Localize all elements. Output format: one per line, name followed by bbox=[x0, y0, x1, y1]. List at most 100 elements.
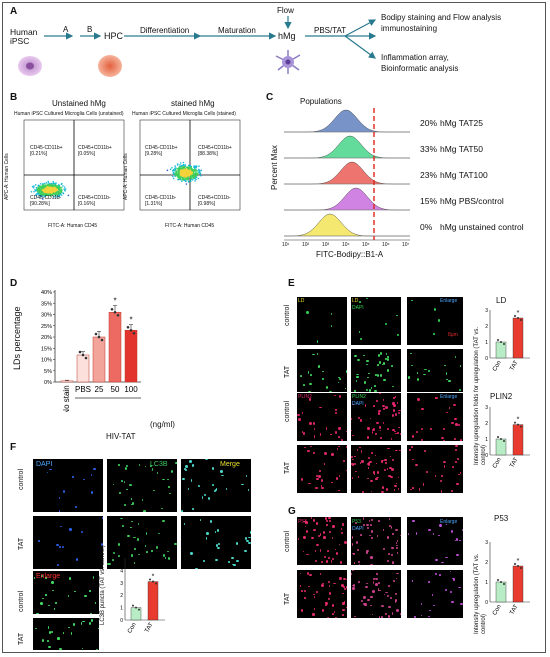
histogram-ylabel: Percent Max bbox=[270, 145, 279, 190]
fluorescent-spot bbox=[383, 529, 385, 531]
flow-event-dot bbox=[49, 193, 52, 195]
flow-event-dot bbox=[184, 178, 187, 180]
fluorescent-spot bbox=[441, 562, 444, 564]
fluorescent-spot bbox=[126, 465, 128, 468]
fluorescent-spot bbox=[310, 446, 313, 448]
flow-event-dot bbox=[180, 176, 183, 178]
fluorescent-spot bbox=[310, 374, 312, 376]
fluorescent-spot bbox=[381, 605, 384, 607]
left-q1: CD45-CD11b+ [0.21%] bbox=[30, 145, 63, 157]
fluorescent-spot bbox=[357, 359, 360, 362]
fluorescent-spot bbox=[152, 468, 154, 471]
flow-event-dot bbox=[58, 191, 61, 194]
ld-point bbox=[110, 307, 114, 311]
flow-event-dot bbox=[195, 171, 197, 174]
fluorescent-spot bbox=[248, 537, 251, 539]
fluorescent-spot bbox=[326, 427, 328, 430]
fluorescent-spot bbox=[389, 467, 392, 470]
fluorescent-spot bbox=[366, 389, 369, 391]
fluorescent-spot bbox=[370, 480, 373, 483]
fluorescent-spot bbox=[388, 475, 391, 477]
flow-event-dot bbox=[46, 187, 49, 189]
fluorescent-spot bbox=[381, 491, 384, 493]
fluorescent-spot bbox=[343, 460, 345, 463]
fluorescent-spot bbox=[321, 584, 324, 587]
ld-bar-1 bbox=[76, 354, 90, 383]
fluorescent-spot bbox=[367, 436, 369, 439]
fluorescent-spot bbox=[168, 557, 171, 560]
fluorescent-spot bbox=[401, 594, 402, 596]
flow-event-dot bbox=[51, 194, 53, 196]
fluorescent-spot bbox=[69, 528, 72, 531]
population-pct-0: 20% bbox=[420, 118, 438, 128]
fluorescent-spot bbox=[312, 613, 315, 616]
fluorescent-spot bbox=[388, 585, 390, 588]
fluorescent-spot bbox=[366, 583, 369, 585]
fluorescent-spot bbox=[363, 596, 366, 599]
fluorescent-spot bbox=[56, 544, 59, 547]
fluorescent-spot bbox=[375, 578, 378, 580]
flow-event-dot bbox=[198, 165, 200, 167]
flow-event-dot bbox=[57, 193, 60, 196]
fluorescent-spot bbox=[385, 323, 388, 326]
flow-event-dot bbox=[33, 185, 35, 187]
flow-event-dot bbox=[44, 182, 46, 185]
g-p53-label-2: P53 bbox=[352, 519, 361, 525]
g-tile-0-a bbox=[296, 516, 348, 566]
fluorescent-spot bbox=[306, 554, 309, 556]
f-ytick: 3 bbox=[120, 581, 123, 587]
fluorescent-spot bbox=[156, 546, 158, 549]
fluorescent-spot bbox=[408, 533, 410, 536]
flow-event-dot bbox=[172, 177, 175, 180]
fluorescent-spot bbox=[59, 497, 61, 499]
g-tile-1-b bbox=[350, 569, 402, 619]
fluorescent-spot bbox=[342, 602, 345, 605]
fluorescent-spot bbox=[134, 548, 136, 550]
fluorescent-spot bbox=[338, 382, 340, 384]
fluorescent-spot bbox=[331, 313, 332, 316]
step-b-label: B bbox=[87, 25, 93, 34]
outcome1b-label: immunostaining bbox=[381, 24, 438, 33]
ld-ytick: 25% bbox=[41, 324, 52, 330]
fluorescent-spot bbox=[181, 510, 183, 512]
flow-event-dot bbox=[43, 185, 45, 187]
flow-event-dot bbox=[189, 169, 192, 171]
fluorescent-spot bbox=[346, 431, 347, 433]
fluorescent-spot bbox=[145, 466, 147, 468]
e-chart-ylabel: Intensity upregulation folds for upregul… bbox=[474, 326, 487, 465]
flow-event-dot bbox=[183, 175, 185, 178]
fluorescent-spot bbox=[126, 489, 128, 491]
fluorescent-spot bbox=[435, 573, 437, 575]
fluorescent-spot bbox=[341, 528, 343, 531]
fluorescent-spot bbox=[318, 365, 320, 368]
dotplot-xlabel-left: FITC-A: Human CD45 bbox=[48, 223, 98, 229]
fluorescent-spot bbox=[334, 395, 337, 397]
fluorescent-spot bbox=[389, 475, 392, 477]
fluorescent-spot bbox=[320, 573, 322, 576]
fluorescent-spot bbox=[397, 402, 399, 404]
fluorescent-spot bbox=[421, 615, 423, 617]
fluorescent-spot bbox=[354, 562, 356, 564]
fluorescent-spot bbox=[378, 412, 380, 414]
fluorescent-spot bbox=[185, 465, 188, 468]
fluorescent-spot bbox=[98, 628, 99, 630]
flow-event-dot bbox=[196, 170, 198, 172]
fluorescent-spot bbox=[306, 530, 308, 533]
fluorescent-spot bbox=[42, 639, 44, 642]
fluorescent-spot bbox=[358, 476, 359, 478]
flow-event-dot bbox=[63, 188, 65, 191]
flow-event-dot bbox=[48, 191, 51, 193]
fluorescent-spot bbox=[395, 593, 397, 596]
fluorescent-spot bbox=[317, 340, 319, 343]
panel-d-label: D bbox=[10, 278, 18, 289]
fluorescent-spot bbox=[313, 529, 316, 531]
fluorescent-spot bbox=[62, 546, 64, 549]
fluorescent-spot bbox=[320, 433, 322, 436]
fluorescent-spot bbox=[451, 530, 453, 533]
fluorescent-spot bbox=[185, 469, 187, 472]
fluorescent-spot bbox=[342, 523, 345, 526]
fluorescent-spot bbox=[455, 423, 458, 426]
fluorescent-spot bbox=[184, 523, 186, 526]
fluorescent-spot bbox=[373, 581, 374, 584]
panel-g-label: G bbox=[288, 506, 296, 517]
